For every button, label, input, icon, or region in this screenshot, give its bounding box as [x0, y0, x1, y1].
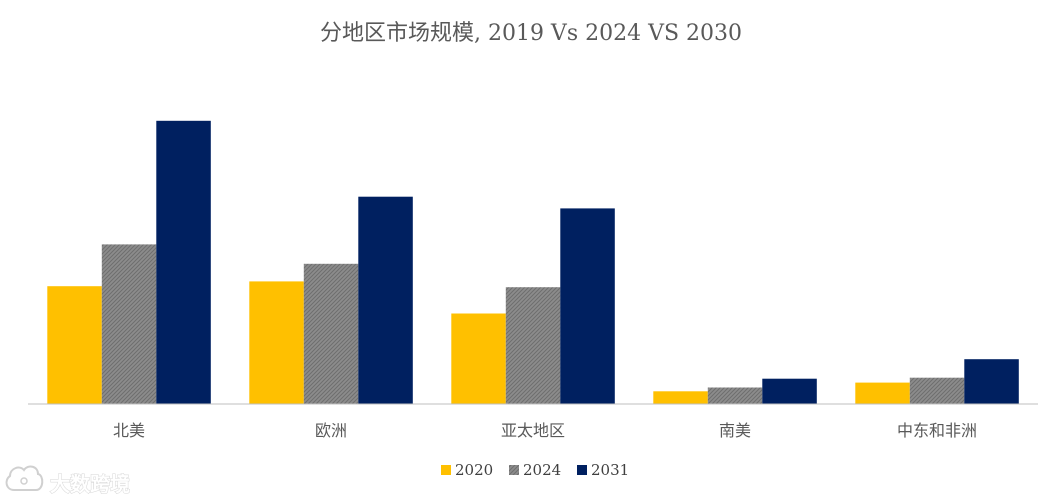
bar-2020-4: [855, 382, 910, 404]
chart-title: 分地区市场规模, 2019 Vs 2024 VS 2030: [320, 21, 742, 46]
category-label: 南美: [719, 421, 751, 440]
bar-2024-4: [909, 377, 965, 404]
legend-swatch-2020: [441, 465, 451, 475]
bar-2024-2: [505, 287, 561, 404]
bar-2020-3: [653, 391, 708, 404]
bar-2024-3: [707, 387, 763, 404]
cloud-logo-icon: [5, 465, 44, 491]
watermark: 大数跨境: [5, 465, 131, 497]
bar-2020-1: [249, 281, 304, 404]
bar-2031-1: [358, 196, 413, 404]
bar-2020-2: [451, 313, 506, 404]
legend: 2020 2024 2031: [441, 461, 629, 479]
watermark-text: 大数跨境: [50, 472, 130, 496]
category-labels: 北美 欧洲 亚太地区 南美 中东和非洲: [113, 421, 977, 440]
bar-2024-0: [101, 244, 157, 404]
bar-2031-3: [762, 378, 817, 404]
legend-label-2031: 2031: [591, 461, 629, 479]
legend-label-2024: 2024: [523, 461, 561, 479]
bar-2031-2: [560, 208, 615, 404]
bar-2020-0: [47, 286, 102, 404]
legend-label-2020: 2020: [455, 461, 493, 479]
category-label: 北美: [113, 421, 145, 440]
category-label: 欧洲: [315, 421, 347, 440]
bar-2031-0: [156, 120, 211, 405]
category-label: 亚太地区: [501, 421, 565, 440]
bar-2024-1: [303, 263, 359, 404]
plot-area: [47, 120, 1019, 405]
bar-2031-4: [964, 359, 1019, 404]
legend-swatch-2024: [509, 465, 519, 475]
category-label: 中东和非洲: [897, 421, 977, 440]
legend-swatch-2031: [577, 465, 587, 475]
